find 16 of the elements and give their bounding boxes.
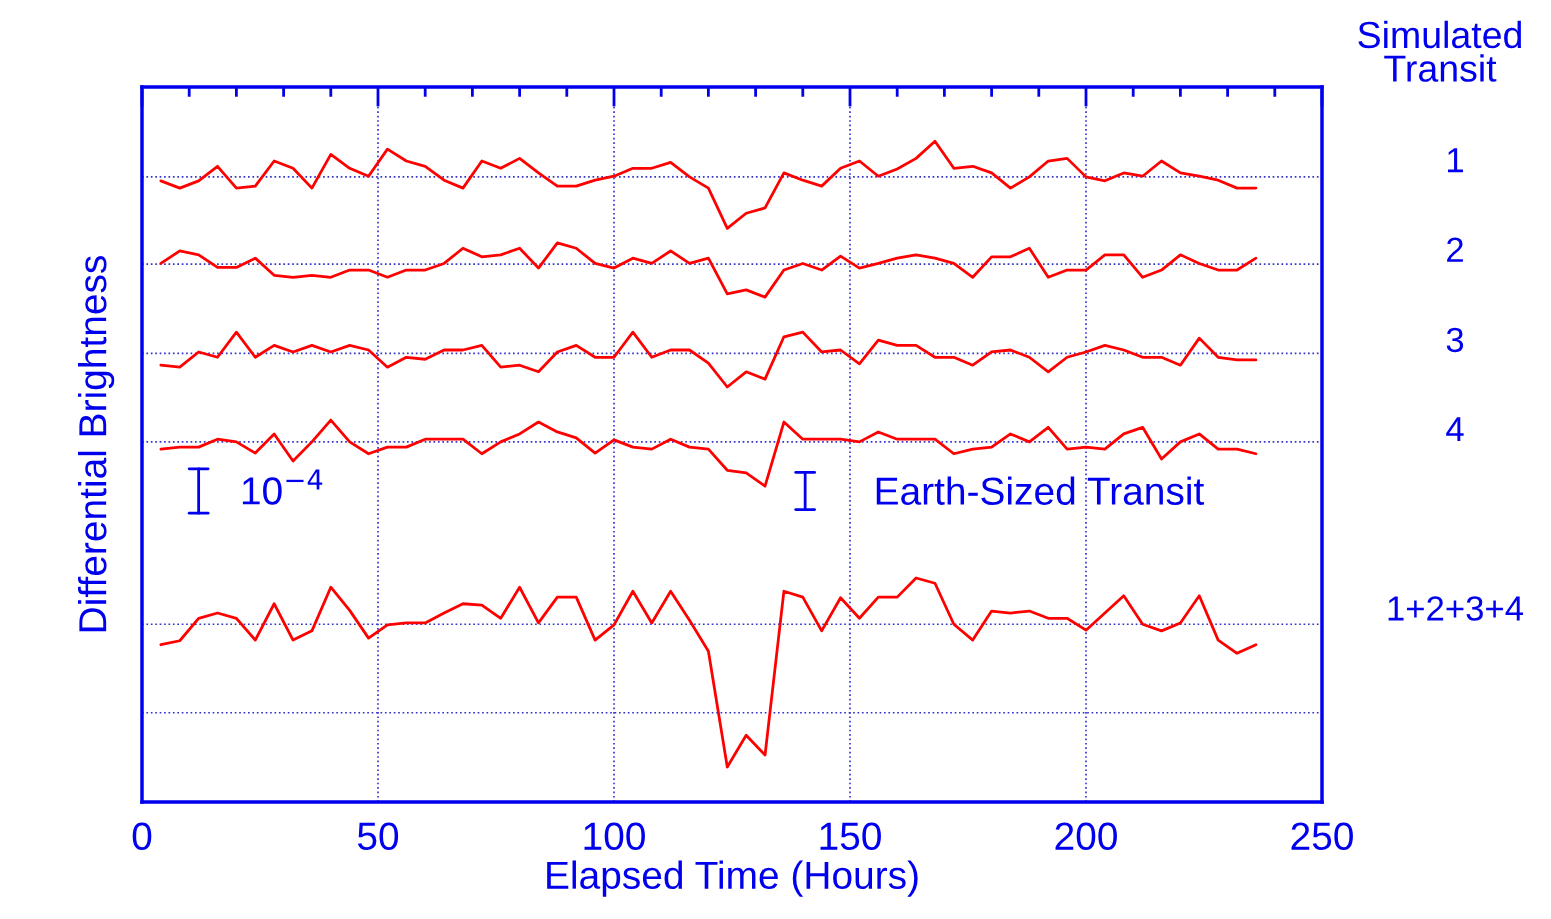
- legend-title: Simulated Transit: [1358, 20, 1521, 82]
- x-axis-title: Elapsed Time (Hours): [547, 860, 918, 897]
- text: 1: [1447, 148, 1463, 173]
- annotation: Earth-Sized Transit: [876, 476, 1205, 505]
- text: 1+2+3+4: [1388, 596, 1524, 621]
- x-tick-label: 100: [584, 822, 645, 851]
- x-tick-label: 50: [357, 822, 399, 851]
- x-tick-label: 150: [820, 822, 881, 851]
- x-tick-label: 0: [132, 822, 152, 851]
- text: 3: [1446, 327, 1464, 353]
- text: 4: [1446, 417, 1464, 442]
- y-axis-title: Differential Brightness: [77, 256, 115, 632]
- annotation: 10$^{−4}$: [242, 469, 323, 505]
- x-tick-label: 200: [1055, 822, 1117, 851]
- x-tick-label: 250: [1291, 822, 1353, 851]
- text: 2: [1447, 237, 1463, 262]
